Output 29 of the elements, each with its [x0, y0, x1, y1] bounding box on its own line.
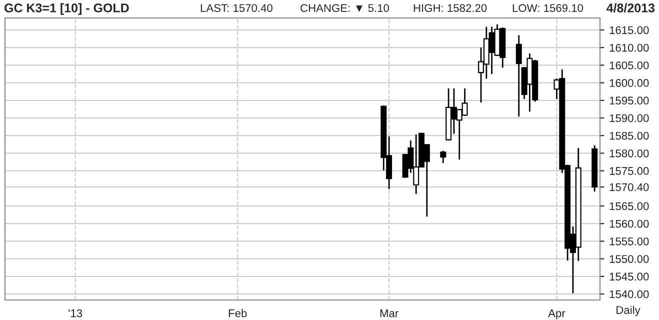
y-tick-label: 1580.00 [610, 149, 649, 158]
y-tick-label: 1540.00 [610, 290, 649, 298]
y-tick-label: 1550.00 [610, 255, 649, 263]
y-tick-label: 1615.00 [610, 26, 649, 34]
candlestick [440, 150, 446, 164]
y-tick-label: 1605.00 [610, 61, 649, 70]
chart-title: GC K3=1 [10] - GOLD [4, 3, 129, 15]
x-tick-label: Apr [548, 309, 566, 320]
y-tick-label: 1575.00 [610, 167, 649, 175]
text: 4/8/2013 [606, 3, 655, 12]
x-tick-label: Feb [228, 309, 247, 318]
x-tick-label: '13 [68, 309, 82, 318]
y-tick-label: 1570.40 [610, 183, 649, 192]
text: LAST: 1570.40 [200, 4, 272, 12]
y-tick-label: 1610.00 [610, 44, 649, 52]
y-tick-label: 1565.00 [610, 202, 649, 210]
text: CHANGE: ▼ 5.10 [300, 4, 389, 12]
y-tick-label: 1595.00 [610, 96, 649, 105]
y-tick-label: 1590.00 [610, 114, 649, 122]
text: HIGH: 1582.20 [414, 4, 487, 12]
y-tick-label: 1555.00 [610, 237, 649, 246]
y-tick-label: 1560.00 [610, 220, 649, 228]
text: Daily [616, 306, 640, 316]
x-tick-label: Mar [380, 309, 398, 318]
y-tick-label: 1585.00 [610, 132, 649, 140]
y-tick-label: 1545.00 [610, 272, 649, 281]
candlestick [516, 34, 522, 118]
y-tick-label: 1600.00 [610, 79, 649, 87]
text: LOW: 1569.10 [512, 4, 584, 12]
